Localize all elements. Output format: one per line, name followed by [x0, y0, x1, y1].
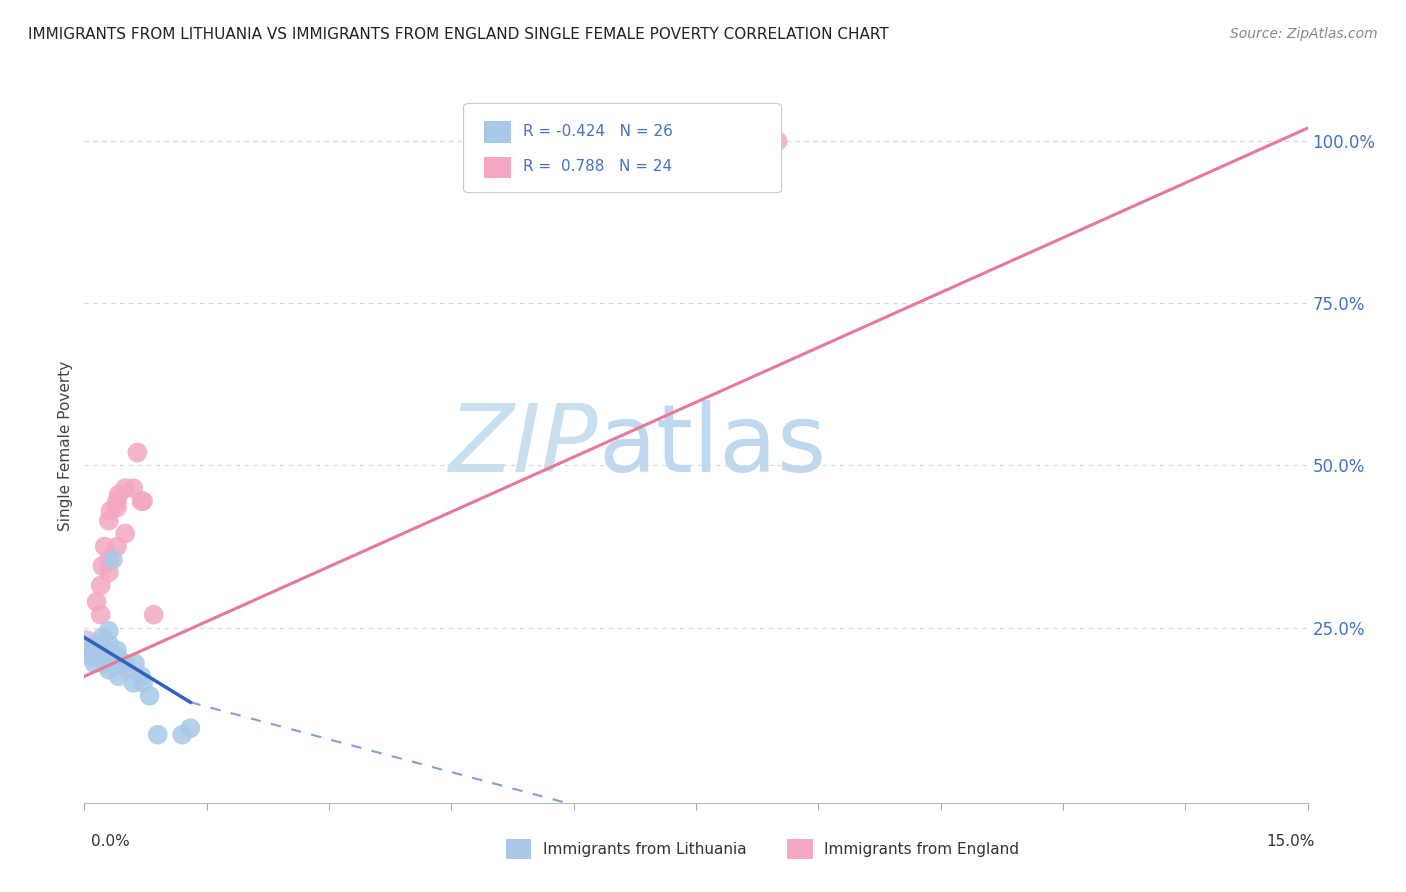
- Point: [107, 488, 129, 502]
- Point: [105, 649, 128, 664]
- Point: [86, 595, 108, 609]
- Point: [766, 134, 789, 148]
- Text: Immigrants from England: Immigrants from England: [824, 842, 1019, 856]
- Point: [97, 552, 120, 566]
- Point: [115, 663, 138, 677]
- Point: [107, 669, 129, 683]
- Point: [91, 631, 114, 645]
- Point: [122, 481, 145, 495]
- Point: [105, 500, 128, 515]
- Point: [122, 675, 145, 690]
- Point: [132, 494, 155, 508]
- Point: [73, 640, 96, 654]
- Text: 0.0%: 0.0%: [91, 834, 131, 849]
- Point: [146, 728, 169, 742]
- Point: [114, 526, 136, 541]
- FancyBboxPatch shape: [464, 103, 782, 193]
- Text: Source: ZipAtlas.com: Source: ZipAtlas.com: [1230, 27, 1378, 41]
- Point: [77, 640, 100, 654]
- Text: IMMIGRANTS FROM LITHUANIA VS IMMIGRANTS FROM ENGLAND SINGLE FEMALE POVERTY CORRE: IMMIGRANTS FROM LITHUANIA VS IMMIGRANTS …: [28, 27, 889, 42]
- Point: [86, 637, 108, 651]
- Point: [142, 607, 165, 622]
- Point: [82, 640, 104, 654]
- Point: [97, 663, 120, 677]
- Point: [77, 640, 100, 654]
- Point: [97, 566, 120, 580]
- Point: [83, 657, 105, 671]
- Point: [131, 669, 153, 683]
- Point: [80, 640, 103, 654]
- Point: [179, 721, 201, 735]
- Text: R =  0.788   N = 24: R = 0.788 N = 24: [523, 160, 672, 175]
- Point: [90, 643, 112, 657]
- Point: [124, 657, 146, 671]
- Point: [114, 657, 136, 671]
- Text: ZIP: ZIP: [449, 401, 598, 491]
- Point: [93, 657, 115, 671]
- Point: [100, 504, 122, 518]
- Point: [138, 689, 160, 703]
- Point: [101, 552, 124, 566]
- FancyBboxPatch shape: [484, 121, 512, 143]
- Point: [73, 640, 96, 654]
- Text: R = -0.424   N = 26: R = -0.424 N = 26: [523, 124, 673, 139]
- FancyBboxPatch shape: [484, 157, 512, 178]
- Point: [90, 649, 112, 664]
- Point: [127, 445, 149, 459]
- Point: [668, 134, 690, 148]
- Point: [82, 649, 104, 664]
- Y-axis label: Single Female Poverty: Single Female Poverty: [58, 361, 73, 531]
- Point: [97, 514, 120, 528]
- Point: [97, 624, 120, 638]
- Text: Immigrants from Lithuania: Immigrants from Lithuania: [543, 842, 747, 856]
- Point: [105, 540, 128, 554]
- Point: [91, 559, 114, 574]
- Point: [105, 643, 128, 657]
- Point: [90, 607, 112, 622]
- Point: [172, 728, 194, 742]
- Point: [97, 637, 120, 651]
- Point: [90, 578, 112, 592]
- Point: [114, 481, 136, 495]
- Text: atlas: atlas: [598, 400, 827, 492]
- Point: [131, 494, 153, 508]
- Text: 15.0%: 15.0%: [1267, 834, 1315, 849]
- Point: [93, 540, 115, 554]
- Point: [105, 494, 128, 508]
- Point: [132, 675, 155, 690]
